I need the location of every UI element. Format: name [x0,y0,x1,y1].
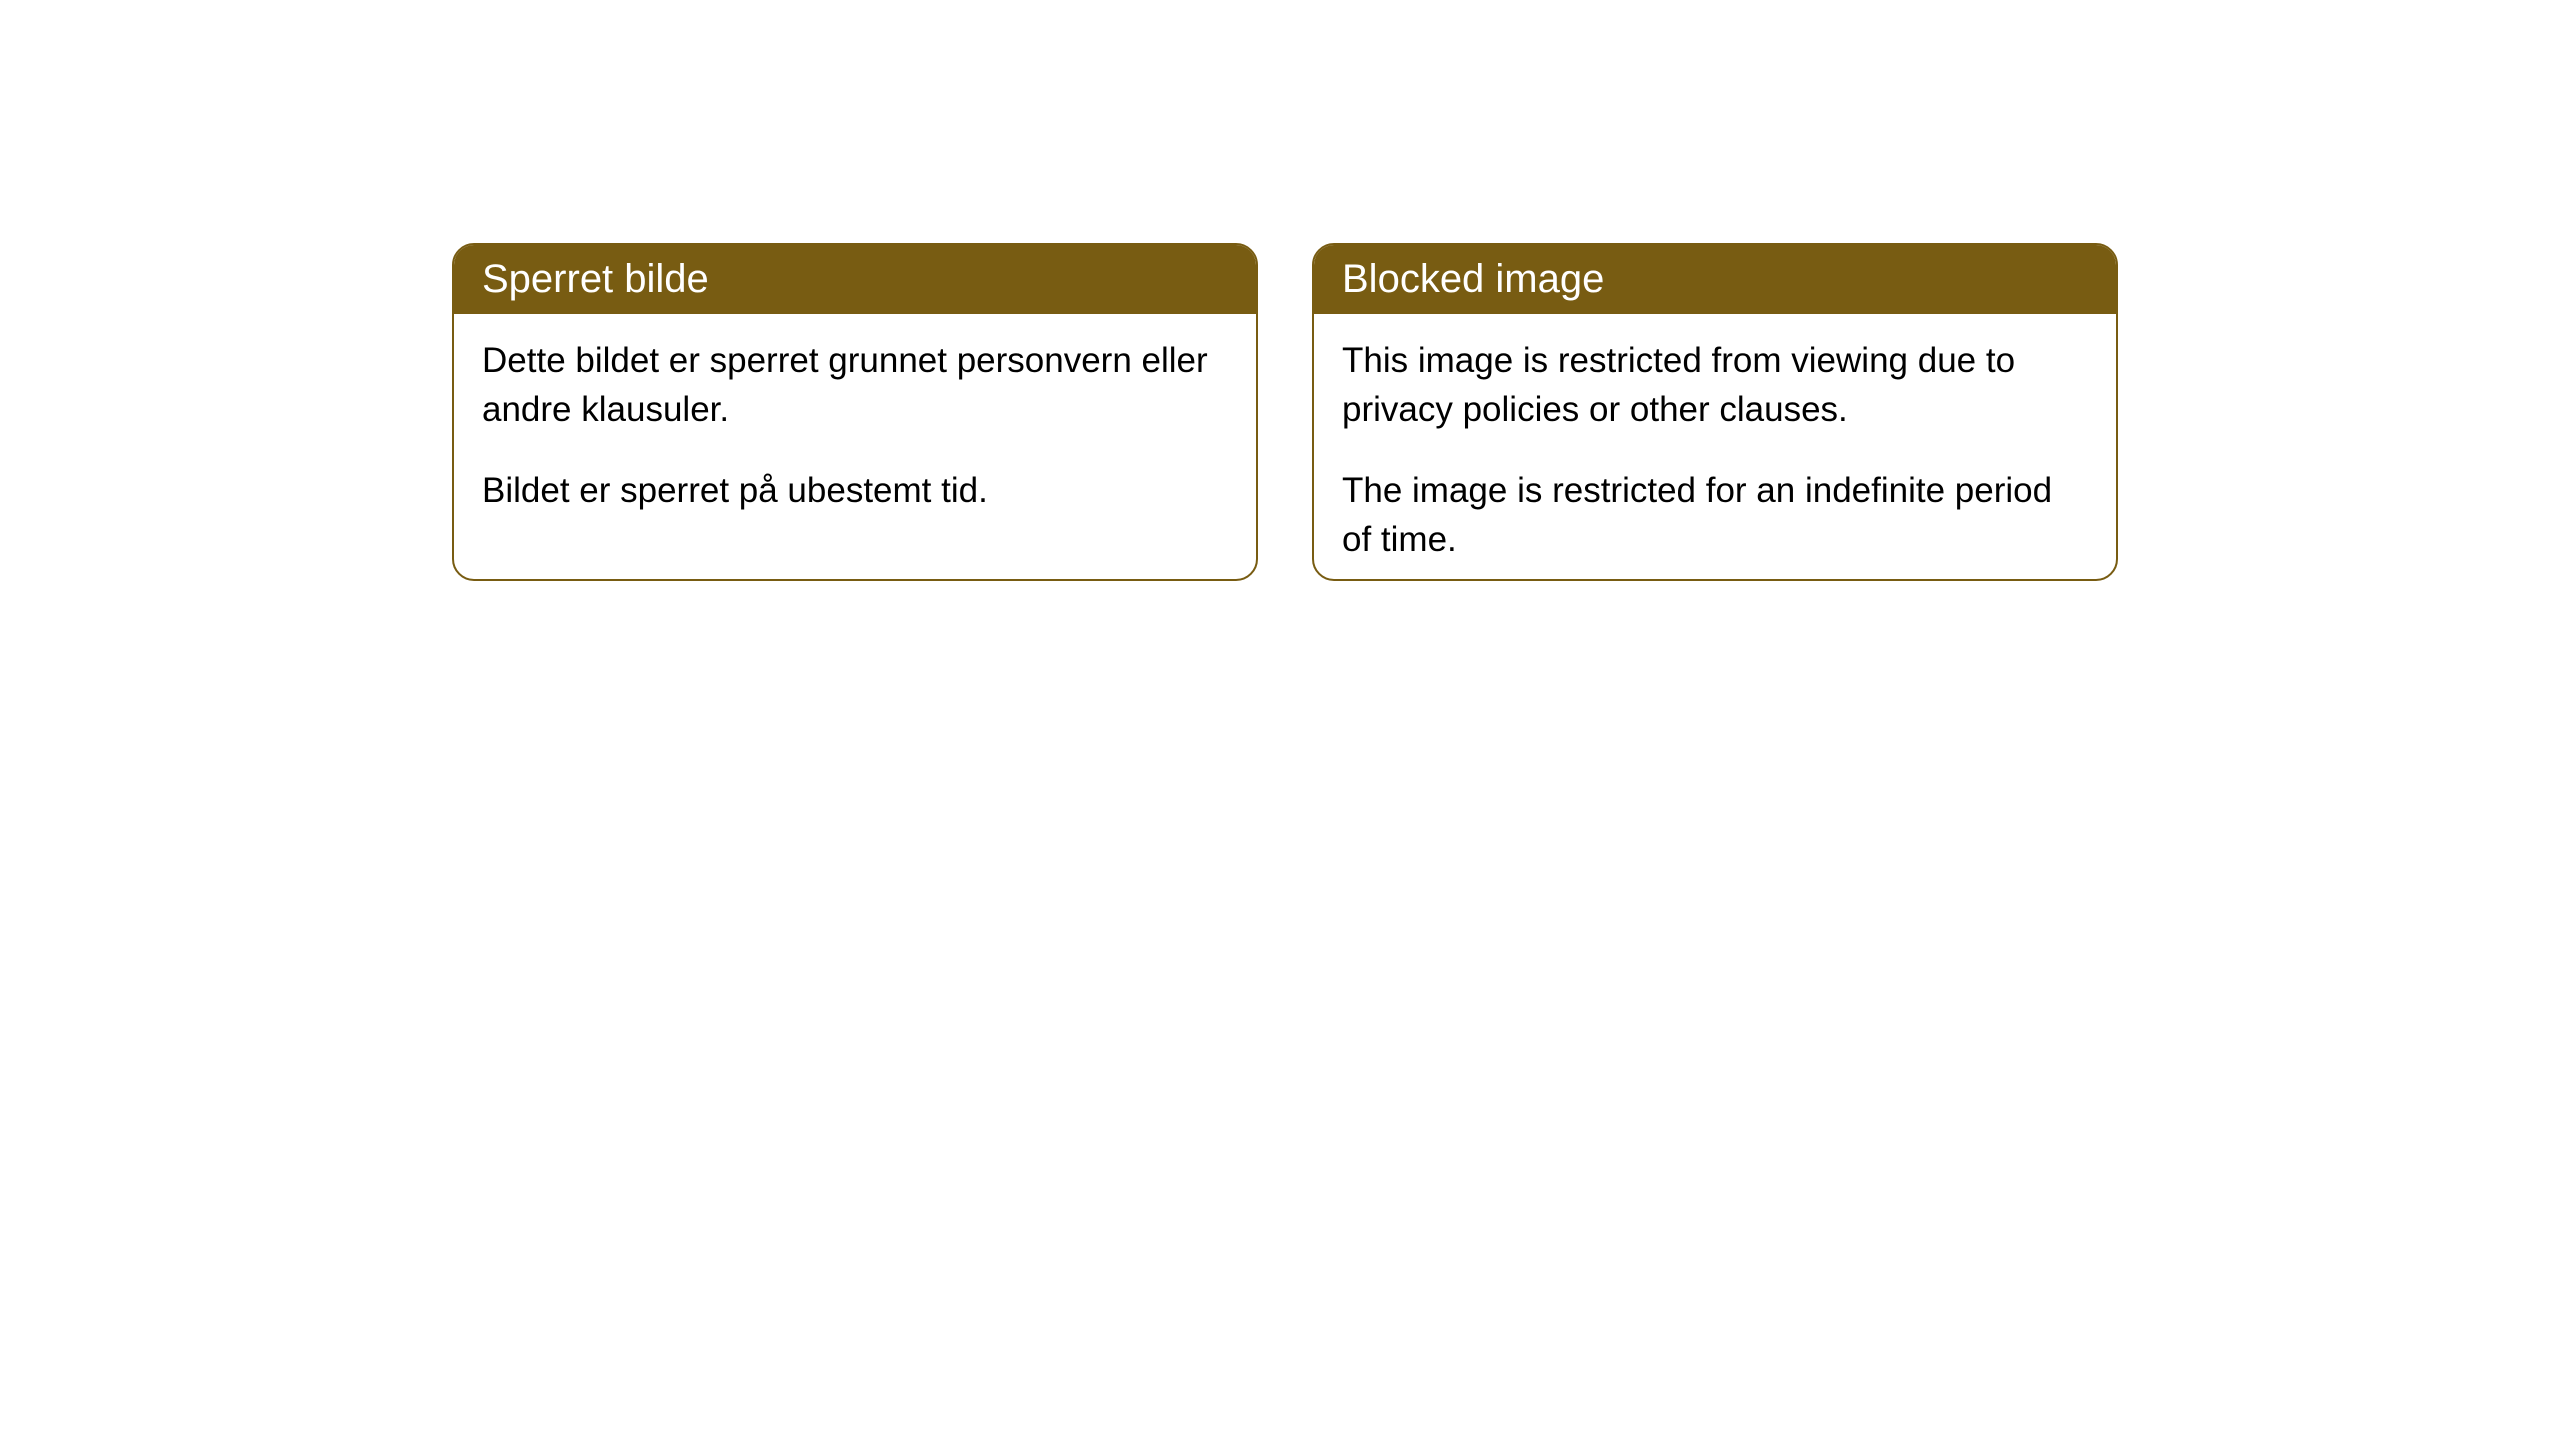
blocked-image-card-english: Blocked image This image is restricted f… [1312,243,2118,581]
card-body-english: This image is restricted from viewing du… [1314,314,2116,581]
card-paragraph-norwegian-2: Bildet er sperret på ubestemt tid. [482,466,1228,515]
card-paragraph-norwegian-1: Dette bildet er sperret grunnet personve… [482,336,1228,434]
card-title-english: Blocked image [1342,257,1604,301]
blocked-image-card-norwegian: Sperret bilde Dette bildet er sperret gr… [452,243,1258,581]
blocked-image-notice-container: Sperret bilde Dette bildet er sperret gr… [452,243,2118,581]
card-paragraph-english-1: This image is restricted from viewing du… [1342,336,2088,434]
card-header-norwegian: Sperret bilde [454,245,1256,314]
card-body-norwegian: Dette bildet er sperret grunnet personve… [454,314,1256,537]
card-paragraph-english-2: The image is restricted for an indefinit… [1342,466,2088,564]
card-title-norwegian: Sperret bilde [482,257,709,301]
card-header-english: Blocked image [1314,245,2116,314]
